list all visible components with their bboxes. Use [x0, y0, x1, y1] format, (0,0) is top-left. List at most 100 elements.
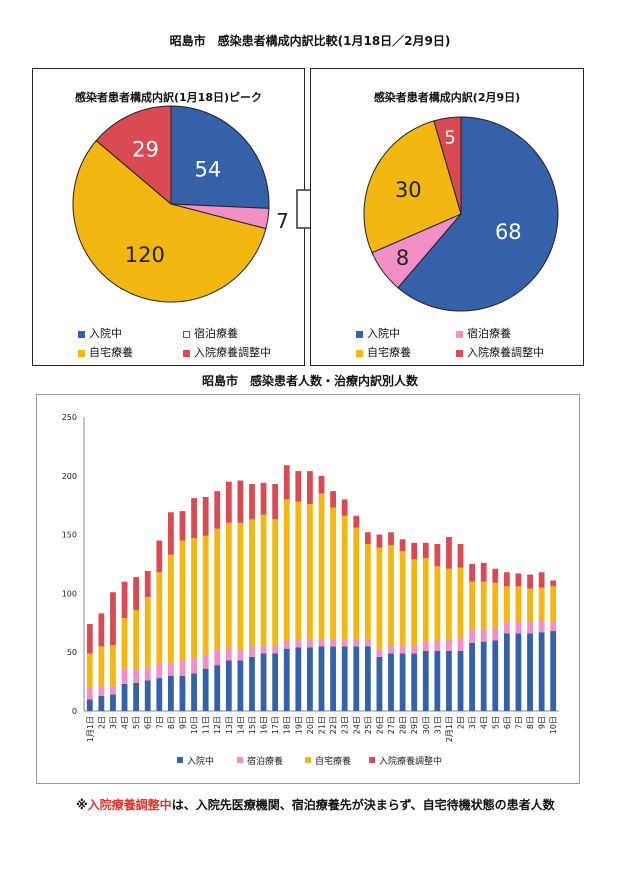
x-tick-label: 21日 [318, 716, 327, 734]
bar-lodging [341, 639, 348, 647]
bar-home [538, 587, 545, 621]
x-tick-label: 14日 [236, 716, 245, 734]
legend-lodging-left: 宿泊療養 [183, 325, 238, 341]
bar-adjusting [538, 572, 545, 588]
bar-hospital [307, 647, 313, 711]
y-tick-label: 150 [62, 531, 77, 540]
swatch-hospital-icon [78, 330, 85, 338]
bar-home [283, 499, 290, 641]
bar-lodging [469, 629, 476, 643]
bar-home [399, 551, 406, 646]
bar-hospital [550, 631, 557, 711]
bar-lodging [434, 640, 441, 652]
bar-lodging [411, 645, 418, 654]
bar-hospital [318, 646, 325, 711]
x-tick-label: 13日 [225, 716, 234, 734]
y-tick-label: 0 [72, 707, 77, 716]
pie-label-hospital: 54 [194, 157, 221, 181]
legend-label-home: 自宅療養 [315, 755, 351, 767]
x-tick-label: 22日 [329, 716, 338, 734]
bar-lodging [272, 645, 279, 654]
x-tick-label: 11日 [202, 716, 211, 734]
x-tick-label: 6日 [503, 716, 512, 729]
bar-adjusting [550, 580, 557, 587]
bar-home [388, 545, 394, 646]
x-tick-label: 26日 [375, 716, 384, 734]
x-tick-label: 18日 [283, 716, 292, 734]
bar-lodging [422, 641, 429, 652]
swatch-lodging-icon [183, 330, 190, 338]
footnote: ※入院療養調整中は、入院先医療機関、宿泊療養先が決まらず、自宅待機状態の患者人数 [76, 798, 555, 812]
bar-adjusting [434, 544, 441, 567]
x-tick-label: 10日 [190, 716, 199, 734]
pie-slice-adjusting [95, 105, 172, 206]
bar-lodging [457, 638, 464, 652]
bar-adjusting [353, 515, 360, 528]
bar-hospital [411, 653, 418, 711]
x-tick-label: 25日 [364, 716, 373, 734]
bar-lodging [480, 628, 487, 642]
bar-adjusting [457, 544, 464, 568]
pie-panel-jan18: 感染者患者構成内訳(1月18日)ピーク 54 7 120 29 入院中 宿泊療養 自宅… [32, 68, 305, 366]
bar-hospital [295, 647, 302, 711]
pie-label-home: 120 [125, 243, 165, 267]
x-tick-label: 4日 [121, 716, 130, 729]
bar-hospital [492, 640, 499, 711]
bar-adjusting [110, 592, 116, 646]
x-tick-label: 24日 [352, 716, 361, 734]
bar-hospital [527, 633, 533, 711]
x-tick-label: 5日 [132, 716, 141, 729]
x-tick-label: 2日 [457, 716, 466, 729]
bar-home [527, 588, 533, 622]
bar-lodging [550, 621, 557, 632]
bar-home [341, 515, 348, 640]
bar-adjusting [480, 562, 487, 582]
pie-panel-feb9: 感染者患者構成内訳(2月9日) 68 8 30 5 入院中 宿泊療養 自宅療養 入院療… [310, 68, 584, 366]
bar-lodging [133, 668, 140, 683]
bar-home [272, 519, 279, 646]
bar-hospital [156, 678, 163, 711]
bar-home [295, 501, 302, 640]
legend-label-adjusting: 入院療養調整中 [379, 755, 442, 767]
bar-hospital [330, 646, 336, 711]
x-tick-label: 23日 [341, 716, 350, 734]
bar-lodging [110, 685, 116, 695]
swatch-home-icon [78, 349, 85, 357]
pie-title-jan18: 感染者患者構成内訳(1月18日)ピーク [74, 91, 262, 104]
bar-hospital [214, 665, 221, 711]
pie-label-lodging: 8 [396, 246, 409, 270]
x-tick-label: 29日 [410, 716, 419, 734]
bar-hospital [376, 656, 383, 711]
bar-home [225, 522, 232, 648]
bar-home [98, 646, 105, 687]
bar-adjusting [133, 576, 140, 610]
swatch-hospital-icon [356, 330, 363, 338]
legend-swatch-hospital [177, 757, 183, 763]
bar-hospital [446, 651, 452, 711]
y-tick-label: 200 [62, 472, 77, 481]
bar-adjusting [527, 574, 533, 589]
legend-label-lodging: 宿泊療養 [247, 755, 283, 767]
bar-hospital [249, 656, 255, 711]
bar-home [515, 586, 522, 622]
bar-lodging [295, 639, 302, 648]
bar-home [469, 581, 476, 630]
bar-hospital [98, 695, 105, 711]
bar-adjusting [446, 536, 452, 569]
bar-home [480, 581, 487, 629]
bar-home [167, 554, 174, 663]
bar-adjusting [202, 496, 209, 536]
pie-slice-hospital [397, 116, 559, 312]
bar-home [249, 519, 255, 647]
bar-lodging [249, 646, 255, 657]
bar-adjusting [388, 532, 394, 546]
bar-lodging [121, 668, 128, 684]
bar-hospital [191, 673, 197, 711]
bar-adjusting [179, 511, 186, 541]
y-tick-label: 100 [62, 589, 77, 598]
bar-adjusting [283, 465, 290, 500]
bar-home [364, 544, 371, 640]
bar-lodging [364, 639, 371, 647]
bar-hospital [179, 675, 186, 711]
x-tick-label: 28日 [399, 716, 408, 734]
